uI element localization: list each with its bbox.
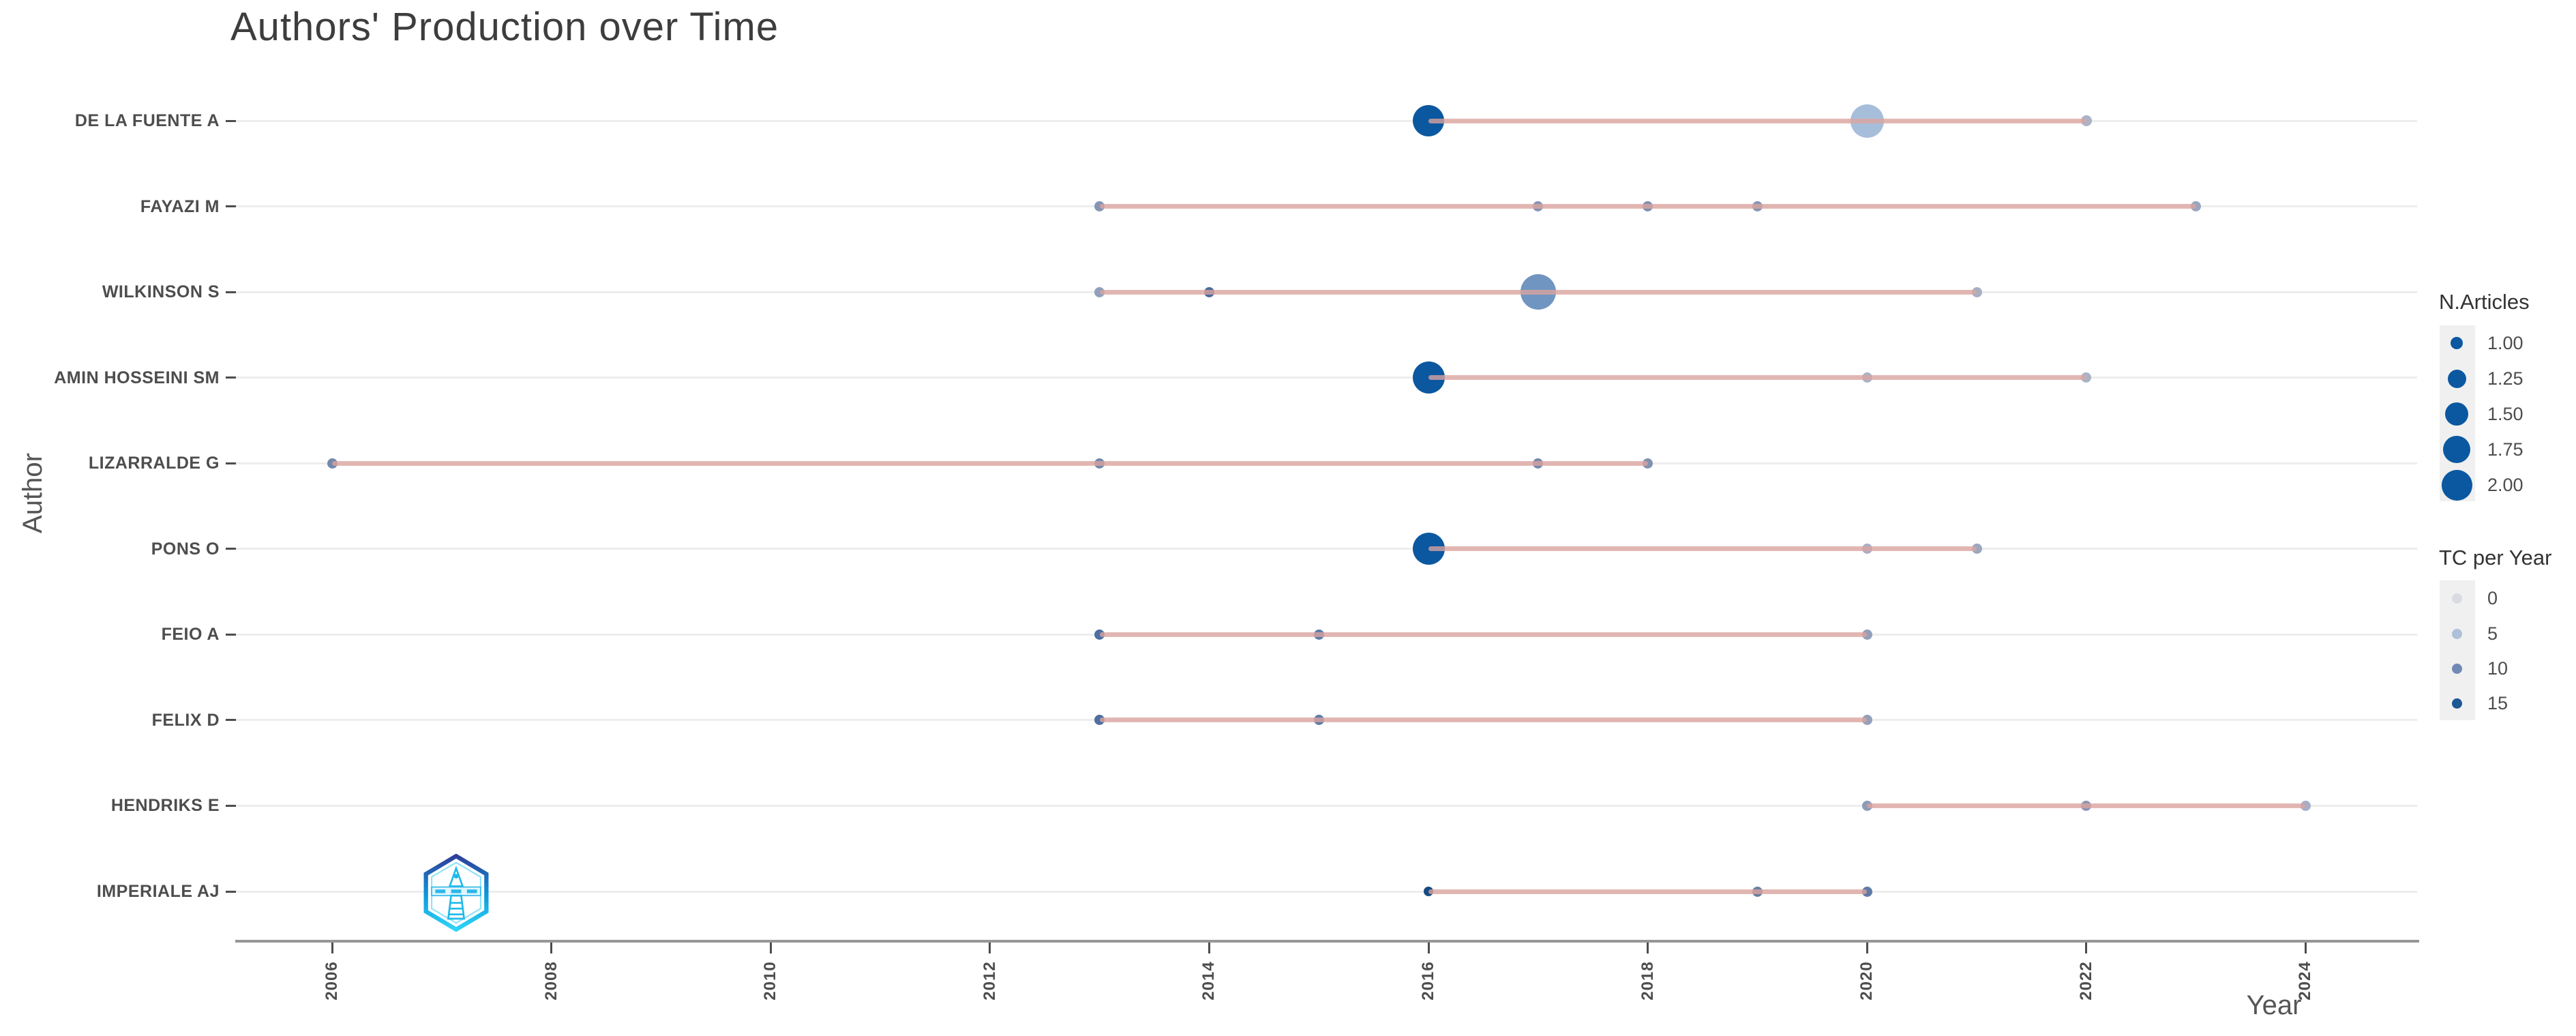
chart-title: Authors' Production over Time [230,5,779,49]
x-axis-tick [1866,943,1868,953]
author-timespan-line [1428,889,1868,894]
tc-legend-label: 0 [2487,588,2498,608]
y-axis-tick [226,376,236,379]
tc-legend-label: 5 [2487,623,2498,644]
author-timespan-line [1428,375,2086,381]
color-legend-key-background [2440,580,2475,720]
y-axis-tick [226,719,236,722]
x-axis-tick [550,943,553,953]
row-gridline [235,548,2417,550]
row-gridline [235,119,2417,122]
size-legend-label: 1.50 [2487,404,2523,424]
size-legend-label: 1.00 [2487,333,2523,353]
tc-legend-dot [2451,698,2462,709]
author-timespan-line [1428,546,1977,552]
data-point-dot [2081,372,2092,383]
x-axis-tick [769,943,772,953]
data-point-dot [2080,115,2092,126]
author-timespan-line [1428,118,2086,123]
x-axis-tick [1427,943,1430,953]
size-legend-dot [2445,402,2468,426]
data-point-dot [1861,715,1872,726]
author-timespan-line [332,460,1648,466]
x-axis-tick-label: 2010 [761,961,780,1001]
data-point-dot [1861,629,1872,640]
row-gridline [235,804,2417,807]
x-axis-tick-label: 2020 [1857,961,1876,1001]
size-legend-label: 2.00 [2487,475,2523,495]
y-axis-tick [226,119,236,122]
size-legend-dot [2447,369,2466,388]
x-axis-tick [1208,943,1210,953]
y-axis-tick [226,804,236,807]
data-point-dot [2300,800,2311,811]
x-axis-tick-label: 2006 [323,961,341,1001]
y-axis-tick [226,890,236,893]
x-axis-tick-label: 2024 [2296,961,2315,1001]
tc-legend-label: 15 [2487,693,2508,713]
data-point-dot [2191,201,2202,212]
x-axis-tick [331,943,333,953]
size-legend-label: 1.75 [2487,439,2523,460]
x-axis-tick-label: 2008 [541,961,560,1001]
row-gridline [235,890,2417,893]
author-axis-label: LIZARRALDE G [88,454,220,473]
y-axis-tick [226,462,236,464]
tc-legend-dot [2451,663,2462,674]
size-legend-label: 1.25 [2487,368,2523,389]
author-axis-label: HENDRIKS E [110,796,220,816]
x-axis-title: Year [2246,990,2302,1020]
y-axis-tick [226,548,236,550]
x-axis-tick-label: 2022 [2076,961,2095,1001]
color-legend-title: TC per Year [2439,546,2552,569]
y-axis-tick [226,205,236,208]
x-axis-tick-label: 2018 [1638,961,1657,1001]
author-axis-label: DE LA FUENTE A [74,111,220,130]
x-axis-tick [989,943,991,953]
x-axis-line [235,940,2419,943]
x-axis-tick-label: 2014 [1199,961,1218,1001]
size-legend-title: N.Articles [2439,290,2530,314]
x-axis-tick [1647,943,1649,953]
x-axis-tick [2304,943,2307,953]
y-axis-tick [226,291,236,293]
author-axis-label: PONS O [151,539,220,559]
y-axis-tick [226,633,236,636]
bibliometrix-logo-icon [423,854,489,932]
author-timespan-line [1867,803,2306,808]
author-axis-label: IMPERIALE AJ [96,882,220,902]
tc-legend-dot [2451,628,2462,639]
author-axis-label: FAYAZI M [140,196,220,216]
x-axis-tick-label: 2012 [980,961,999,1001]
x-axis-tick-label: 2016 [1419,961,1437,1001]
author-axis-label: WILKINSON S [102,282,220,302]
author-axis-label: AMIN HOSSEINI SM [54,368,220,387]
data-point-dot [1971,286,1982,297]
data-point-dot [1861,886,1872,897]
size-legend-dot [2443,436,2470,463]
size-legend-dot [2441,469,2472,501]
author-axis-label: FELIX D [151,710,220,730]
data-point-dot [1643,458,1653,469]
author-timespan-line [1099,204,2196,209]
author-timespan-line [1099,289,1977,295]
tc-legend-dot [2451,593,2462,604]
author-timespan-line [1099,632,1868,637]
x-axis-tick [2085,943,2088,953]
author-axis-label: FEIO A [161,625,220,645]
size-legend-dot [2451,337,2463,349]
data-point-dot [1971,544,1982,554]
row-gridline [235,376,2417,379]
tc-legend-label: 10 [2487,658,2508,679]
author-timespan-line [1099,717,1868,723]
